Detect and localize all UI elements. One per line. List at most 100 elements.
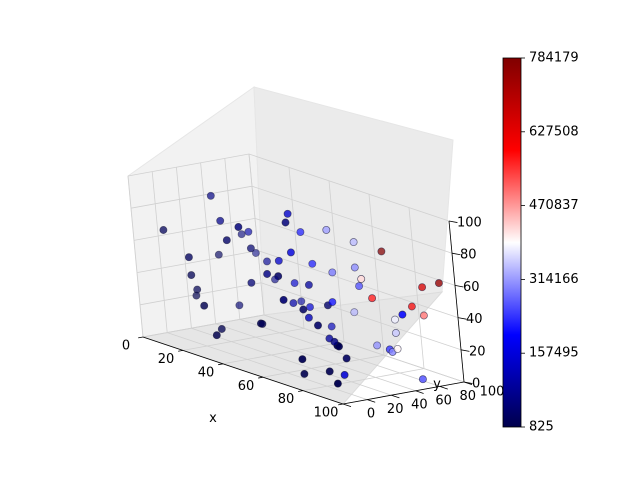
data-point xyxy=(214,250,223,259)
grid-lines xyxy=(127,153,465,405)
colorbar-gradient xyxy=(502,57,522,428)
y-tick-label: 60 xyxy=(435,393,452,408)
z-tick-label: 100 xyxy=(457,216,482,231)
data-point xyxy=(434,279,443,288)
pane-planes xyxy=(127,86,454,405)
z-tick-label: 40 xyxy=(466,312,483,327)
data-point xyxy=(279,295,288,304)
x-tick xyxy=(178,350,184,352)
left-grid-z xyxy=(136,250,259,273)
floor-grid-x xyxy=(262,354,385,378)
x-tick-label: 100 xyxy=(314,406,339,421)
back-grid-z xyxy=(254,218,456,286)
data-point xyxy=(349,238,358,247)
x-tick xyxy=(298,390,304,392)
left-grid-z xyxy=(139,282,262,306)
data-point xyxy=(368,294,377,303)
data-point xyxy=(299,305,308,314)
x-axis-title: x xyxy=(209,411,217,426)
back-grid-x xyxy=(328,180,345,342)
colorbar-tick-label: 314166 xyxy=(529,272,579,287)
colorbar-tick-label: 784179 xyxy=(529,51,579,66)
z-tick xyxy=(454,285,464,288)
left-grid-y xyxy=(176,167,192,329)
left-grid-z xyxy=(142,314,265,338)
x-axis-line xyxy=(142,336,344,405)
z-tick xyxy=(457,317,467,320)
left-grid-z xyxy=(133,218,256,241)
data-point xyxy=(290,279,299,288)
x-tick-label: 40 xyxy=(198,365,215,380)
left-grid-z xyxy=(127,153,250,177)
z-tick xyxy=(463,381,473,384)
x-tick xyxy=(338,403,344,406)
y-axis-line xyxy=(342,381,465,405)
data-point xyxy=(377,247,386,256)
x-tick-label: 60 xyxy=(238,379,255,394)
data-point xyxy=(159,226,168,234)
data-point xyxy=(325,367,334,376)
left-grid-y xyxy=(200,162,216,324)
data-point xyxy=(234,223,243,231)
data-point xyxy=(355,282,364,291)
data-point xyxy=(235,301,244,310)
data-point xyxy=(308,259,317,268)
data-point xyxy=(393,344,402,353)
data-point xyxy=(298,355,307,364)
data-point xyxy=(373,341,382,350)
y-tick xyxy=(367,399,376,403)
colorbar-ticks: 825 157495 314166 470837 627508 784179 xyxy=(521,51,579,435)
data-point xyxy=(322,225,331,234)
x-tick-label: 80 xyxy=(278,392,295,407)
z-axis-line xyxy=(448,220,465,383)
back-grid-z xyxy=(248,153,450,222)
data-point xyxy=(244,227,253,236)
data-point xyxy=(333,379,342,388)
back-grid-z xyxy=(260,282,462,351)
floor-grid-y xyxy=(239,319,440,387)
data-point xyxy=(350,263,359,272)
y-tick-label: 80 xyxy=(460,389,477,404)
data-point xyxy=(306,303,314,312)
data-point xyxy=(286,248,295,257)
colorbar-tick-label: 627508 xyxy=(529,124,579,139)
data-point xyxy=(246,244,255,253)
data-point xyxy=(328,298,337,307)
z-tick-label: 20 xyxy=(469,344,486,359)
back-grid-x xyxy=(408,207,425,369)
z-tick xyxy=(460,349,470,352)
y-tick xyxy=(342,403,352,408)
z-tick-label: 0 xyxy=(472,377,480,392)
data-point xyxy=(314,321,322,330)
floor-grid-y xyxy=(191,327,392,396)
data-point xyxy=(263,257,271,266)
data-point xyxy=(237,230,246,239)
data-point xyxy=(206,191,215,200)
data-point xyxy=(391,315,399,324)
x-tick xyxy=(258,376,264,379)
data-point xyxy=(300,369,309,378)
data-point xyxy=(289,299,298,308)
back-pane xyxy=(253,86,454,316)
left-grid-z xyxy=(130,185,253,209)
x-tick xyxy=(218,363,224,366)
data-point xyxy=(192,291,201,300)
data-points xyxy=(159,191,443,388)
data-point xyxy=(251,249,260,257)
data-point xyxy=(217,325,226,333)
back-grid-x xyxy=(368,194,385,356)
colorbar-tick-label: 470837 xyxy=(529,198,579,213)
z-tick-label: 60 xyxy=(463,280,480,295)
data-point xyxy=(391,329,400,337)
data-point xyxy=(335,342,343,351)
y-tick xyxy=(439,386,448,390)
data-point xyxy=(200,301,209,310)
data-point xyxy=(274,256,283,265)
back-grid-z xyxy=(251,185,453,254)
z-tick-label: 80 xyxy=(460,248,477,263)
data-point xyxy=(418,375,427,384)
data-point xyxy=(296,228,305,237)
x-tick-label: 20 xyxy=(158,352,175,367)
colorbar-tick-label: 157495 xyxy=(529,346,579,361)
